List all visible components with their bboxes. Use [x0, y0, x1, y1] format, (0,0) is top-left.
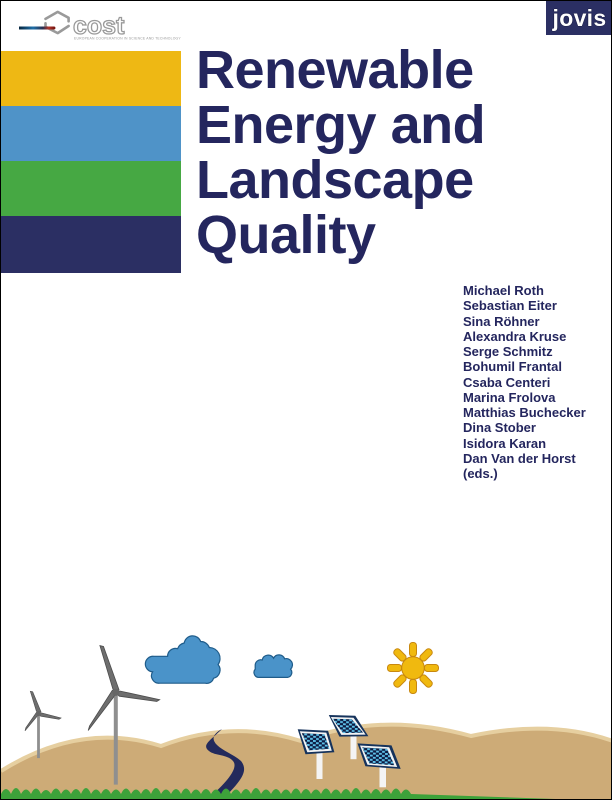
svg-text:EUROPEAN COOPERATION IN SCIENC: EUROPEAN COOPERATION IN SCIENCE AND TECH… [74, 37, 181, 41]
